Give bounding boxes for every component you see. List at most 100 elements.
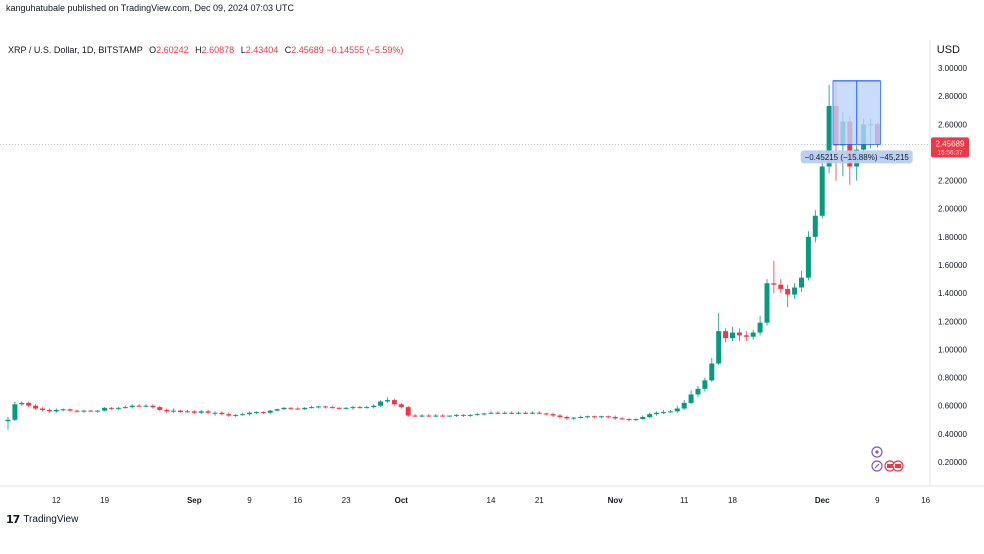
candle [695, 386, 701, 398]
candle [350, 405, 356, 410]
candle [771, 260, 777, 294]
candle [260, 411, 266, 415]
candle [191, 409, 197, 415]
measure-label: −0.45215 (−15.88%) −45,215 [805, 153, 910, 162]
candle [661, 409, 666, 415]
candle [357, 405, 363, 409]
candle [102, 407, 108, 412]
candle [460, 414, 466, 417]
price-tick-label: 0.40000 [938, 430, 967, 439]
candle [40, 407, 45, 412]
time-tick-label: 21 [535, 496, 544, 505]
candle [488, 411, 494, 415]
candle [212, 411, 218, 416]
symbol-name[interactable]: XRP / U.S. Dollar, 1D, BITSTAMP [8, 45, 143, 55]
candle [543, 412, 549, 416]
time-tick-label: 18 [728, 496, 737, 505]
time-tick-label: Oct [395, 496, 409, 505]
candle [536, 411, 542, 415]
candle [626, 418, 632, 422]
price-tick-label: 1.00000 [938, 345, 967, 354]
candle [730, 326, 735, 341]
price-axis[interactable]: 0.20000 0.40000 0.60000 0.80000 1.00000 1.200… [938, 64, 967, 467]
open-value: 2.60242 [156, 45, 189, 55]
candle [426, 414, 432, 417]
candle [150, 404, 156, 409]
candle [709, 357, 715, 382]
candle [819, 158, 825, 219]
high-label: H [195, 45, 202, 55]
time-tick-label: 9 [247, 496, 252, 505]
dividend-event-icon[interactable] [871, 460, 883, 472]
economic-event-icon[interactable] [871, 446, 883, 458]
candle [253, 411, 259, 415]
price-tag-countdown: 16:56:37 [937, 149, 963, 156]
candle [129, 404, 135, 409]
candle [233, 414, 239, 417]
price-tick-label: 3.00000 [938, 64, 967, 73]
price-tick-label: 1.20000 [938, 317, 967, 326]
candle [778, 279, 784, 294]
candle [467, 414, 473, 417]
candle [371, 404, 377, 409]
candle [267, 409, 273, 415]
candle [405, 405, 411, 417]
close-label: C [284, 45, 292, 55]
time-tick-label: 12 [52, 496, 61, 505]
time-tick-label: 9 [875, 496, 880, 505]
time-tick-label: 16 [293, 496, 302, 505]
candle [502, 411, 508, 415]
brand-name: TradingView [23, 514, 79, 525]
candle [433, 414, 439, 417]
candle [688, 390, 694, 405]
candle [33, 404, 39, 410]
tradingview-brand: 17 TradingView [6, 513, 78, 526]
price-tick-label: 0.60000 [938, 402, 967, 411]
candle [805, 231, 811, 281]
candle [812, 210, 818, 243]
candle [454, 414, 459, 417]
candle [322, 405, 328, 409]
candle [647, 412, 653, 419]
candle [247, 411, 252, 416]
candle [557, 414, 563, 419]
time-axis[interactable]: 12 19 Sep 9 16 23 Oct 14 21 Nov 11 18 Dec 9 16 [52, 496, 931, 505]
candle [288, 407, 294, 410]
candle [440, 414, 446, 417]
us-flag-event-icon[interactable] [892, 460, 904, 472]
candle [240, 412, 246, 416]
price-tick-label: 1.40000 [938, 289, 967, 298]
time-tick-label: 16 [921, 496, 930, 505]
measure-tool[interactable]: −0.45215 (−15.88%) −45,215 [800, 80, 913, 164]
candle [5, 416, 11, 430]
event-markers[interactable] [871, 446, 904, 472]
candle [578, 415, 584, 419]
low-label: L [240, 45, 246, 55]
candle [736, 328, 742, 341]
candle [571, 416, 577, 420]
candle [564, 415, 570, 420]
candle [550, 412, 556, 417]
time-tick-label: Sep [187, 496, 202, 505]
price-tick-label: 0.80000 [938, 374, 967, 383]
candle [205, 409, 211, 415]
candle [412, 414, 418, 417]
candle [81, 409, 87, 413]
currency-label[interactable]: USD [936, 44, 960, 56]
candle [385, 397, 390, 403]
candle [743, 331, 749, 341]
candle [88, 409, 94, 412]
high-value: 2.60878 [201, 45, 235, 55]
candle [633, 418, 639, 422]
candle [178, 409, 183, 413]
candle [136, 404, 142, 408]
publisher-line: kanguhatubale published on TradingView.c… [6, 3, 295, 13]
candle [523, 411, 528, 415]
candle [95, 409, 101, 413]
candle [309, 405, 315, 409]
price-tag-value: 2.45689 [936, 139, 965, 148]
candle [716, 312, 722, 365]
candle [702, 377, 708, 392]
